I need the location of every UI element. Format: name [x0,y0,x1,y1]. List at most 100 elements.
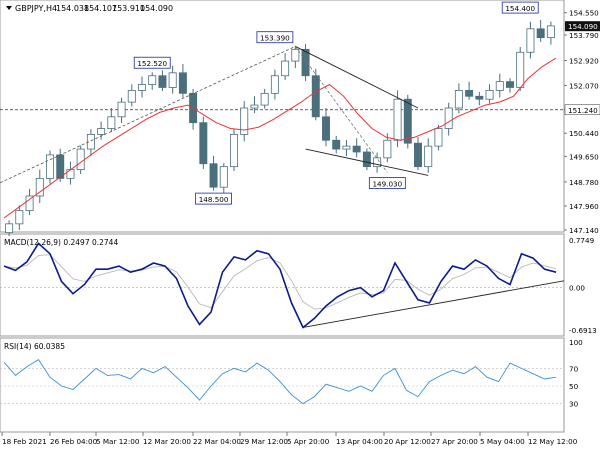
candle-body [66,169,75,179]
candle-body [260,92,269,106]
candle-body [332,139,341,150]
candle-body [434,128,443,147]
candle-body [15,210,24,225]
candle-body [138,84,146,91]
macd-title: MACD(12,26,9) 0.2497 0.2744 [4,238,118,247]
price-tick-label: 152.070 [569,81,599,90]
candle-body [86,133,95,150]
price-callout-box [256,31,294,44]
rsi-tick-label: 100 [569,338,583,347]
moving-average-line [3,57,557,219]
macd-tick-label: 0.00 [569,284,585,293]
candle-body [230,133,238,168]
rsi-tick-label: 70 [569,364,579,373]
retracement-line [295,46,388,173]
candle-body [199,122,208,165]
rsi-tick-label: 50 [569,382,579,391]
rsi-title: RSI(14) 60.0385 [4,342,65,351]
candle-body [178,72,187,94]
price-tick-label: 148.780 [569,178,599,187]
wedge-upper-line [295,46,419,109]
time-tick-label: 13 Apr 04:00 [336,437,383,446]
rsi-layer [0,358,564,405]
candle-body [97,128,106,135]
time-tick-label: 18 Feb 2021 [2,437,47,446]
price-callout-box [133,56,171,69]
last-price-tag [565,21,600,32]
macd-tick-label: 0.7749 [569,236,595,245]
price-callout-box [501,1,539,14]
time-tick-label: 5 Mar 12:00 [96,437,140,446]
rsi-panel-frame [0,337,565,433]
price-tick-label: 152.920 [569,56,599,65]
candle-body [281,60,290,77]
candle-body [485,90,494,100]
candle-body [168,72,177,88]
time-tick-label: 5 May 04:00 [480,437,525,446]
candle-body [127,90,136,103]
price-callout-box [368,177,406,189]
price-callout-label: 154.400 [505,4,535,13]
candle-body [342,145,351,150]
price-callout-label: 153.390 [260,34,290,43]
price-callout-label: 152.520 [137,59,167,68]
candle-body [393,98,402,141]
candle-body [219,166,228,188]
candle-body [546,25,555,39]
candle-body [240,107,249,135]
high-value: 154.107 [84,4,117,13]
price-callout-box [195,192,232,205]
rsi-line [3,358,557,405]
axis-layer: 154.550 153.790 152.920 152.070 151.240 150.4… [1,9,600,446]
candle-body [46,154,54,179]
candle-body [76,148,85,170]
candle-body [475,95,484,100]
candle-body [270,75,279,94]
time-tick-label: 22 Mar 04:00 [193,437,241,446]
wedge-lower-line [305,148,429,176]
horizontal-level-label: 151.240 [568,106,598,115]
time-tick-label: 12 Mar 20:00 [143,437,191,446]
candle-body [35,177,44,197]
candle-body [414,142,422,168]
time-tick-label: 27 Apr 20:00 [431,437,478,446]
candle-body [352,145,361,153]
price-tick-label: 154.550 [569,9,599,18]
price-layer: 152.520 148.500 153.390 149.030 154.400 [0,1,564,237]
price-tick-label: 149.650 [569,152,599,161]
rsi-tick-label: 30 [569,400,579,409]
rising-trend-line [0,46,296,184]
candle-body [424,145,433,168]
candle-body [158,75,167,88]
last-price-label: 154.090 [568,22,598,31]
price-callout-label: 149.030 [372,180,402,189]
candle-body [495,81,504,91]
candle-body [148,75,157,85]
dropdown-triangle-icon[interactable] [6,6,12,10]
chart-header: GBPJPY,H4 154.038 154.107 153.910 154.09… [6,4,173,13]
time-tick-label: 5 Apr 20:00 [287,437,330,446]
candle-body [322,116,330,141]
price-tick-label: 153.790 [569,31,599,40]
candle-body [301,48,310,77]
open-value: 154.038 [56,4,89,13]
candle-body [5,223,14,234]
low-value: 153.910 [112,4,145,13]
time-tick-label: 20 Apr 12:00 [384,437,431,446]
candle-body [311,75,320,118]
candle-body [383,139,392,159]
macd-tick-label: -0.6913 [569,326,597,335]
price-tick-label: 150.440 [569,129,599,138]
price-callout-label: 148.500 [199,195,229,204]
macd-signal-line [3,254,557,310]
macd-layer [0,242,565,329]
candle-body [516,51,525,88]
price-tick-label: 147.960 [569,202,599,211]
candle-body [526,28,535,53]
candle-body [362,151,371,168]
candle-body [291,48,300,62]
macd-line [3,242,557,329]
close-value: 154.090 [140,4,173,13]
